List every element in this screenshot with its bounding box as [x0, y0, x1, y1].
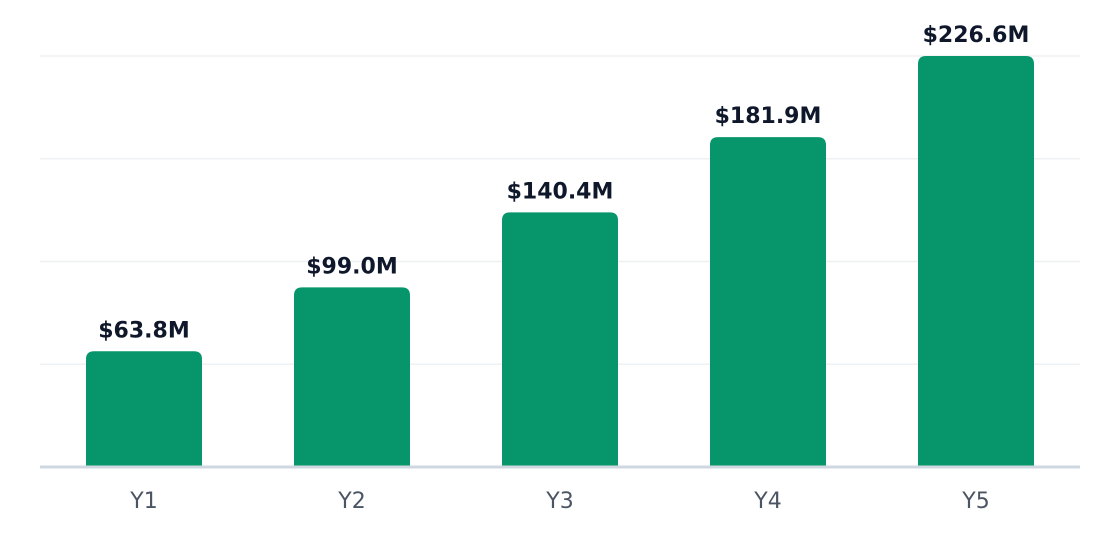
data-label: $181.9M: [715, 104, 822, 129]
bar-y4: [710, 137, 826, 467]
x-tick-label: Y1: [129, 489, 157, 514]
data-label: $63.8M: [98, 318, 189, 343]
bar-y1: [86, 351, 202, 467]
data-label: $226.6M: [923, 23, 1030, 48]
data-label: $140.4M: [507, 179, 614, 204]
x-tick-labels: Y1 Y2 Y3 Y4 Y5: [129, 489, 989, 514]
x-tick-label: Y3: [545, 489, 573, 514]
bar-y5: [918, 56, 1034, 467]
bars: [86, 56, 1034, 467]
x-tick-label: Y5: [961, 489, 989, 514]
data-label: $99.0M: [306, 254, 397, 279]
x-tick-label: Y2: [337, 489, 365, 514]
x-tick-label: Y4: [753, 489, 781, 514]
bar-y2: [294, 287, 410, 467]
value-labels: $63.8M $99.0M $140.4M $181.9M $226.6M: [98, 23, 1029, 343]
bar-y3: [502, 212, 618, 467]
